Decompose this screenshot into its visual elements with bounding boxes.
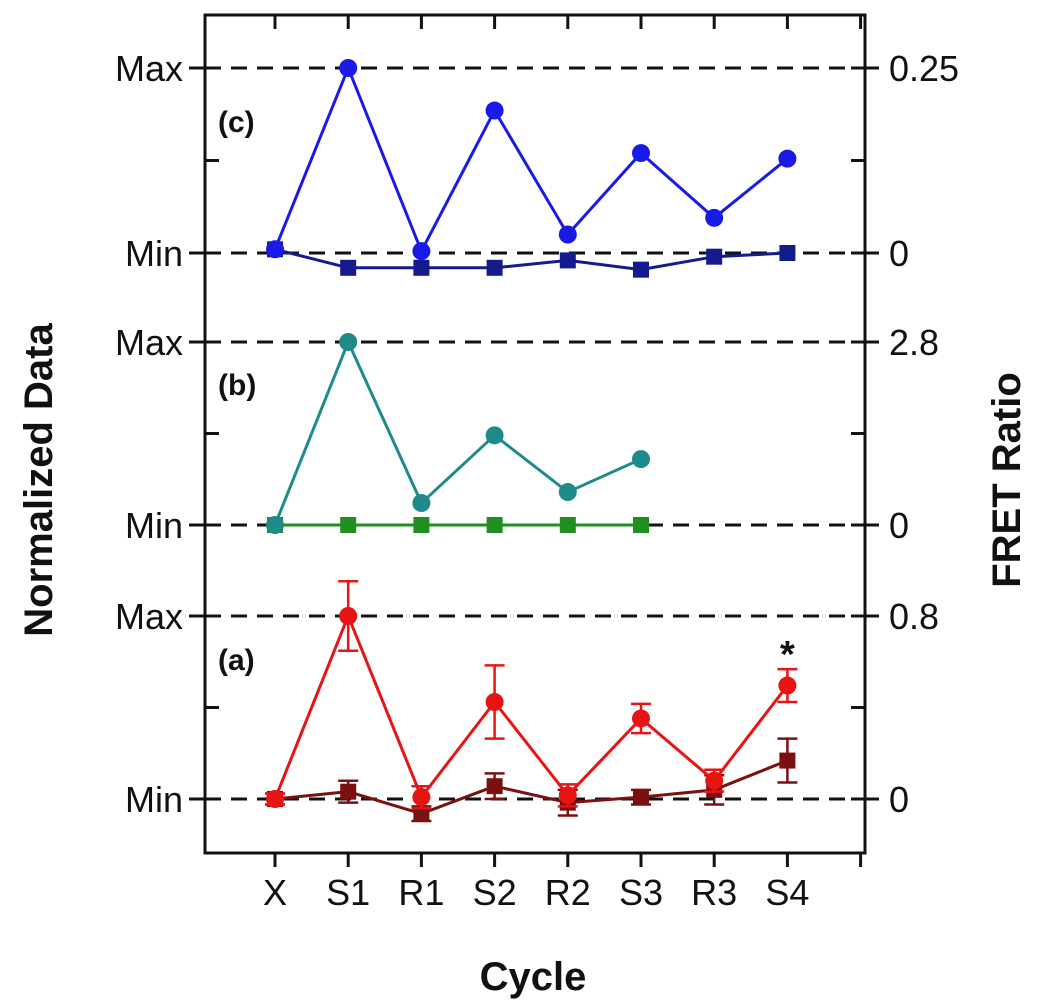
y-tick-label-left: Max bbox=[115, 322, 183, 363]
data-point-square bbox=[340, 259, 357, 276]
x-tick-label: R3 bbox=[691, 872, 737, 913]
data-point-square bbox=[559, 252, 576, 269]
data-point-circle bbox=[558, 225, 577, 244]
y-tick-label-right: 0.25 bbox=[889, 48, 959, 89]
data-point-square bbox=[779, 245, 796, 261]
data-point-square bbox=[486, 259, 503, 276]
series-line-circles bbox=[273, 63, 789, 255]
data-point-square bbox=[486, 517, 503, 533]
data-point-circle bbox=[705, 208, 724, 227]
data-point-square bbox=[779, 752, 796, 769]
panel-label: (b) bbox=[218, 369, 256, 402]
data-point-square bbox=[413, 259, 430, 276]
series-line-squares bbox=[274, 759, 788, 816]
data-point-square bbox=[486, 778, 503, 795]
y-tick-label-left: Min bbox=[125, 505, 183, 546]
data-point-square bbox=[633, 517, 649, 533]
data-point-circle bbox=[412, 494, 431, 513]
y-tick-label-left: Max bbox=[115, 596, 183, 637]
x-tick-label: R2 bbox=[545, 872, 591, 913]
y-axis-title-left: Normalized Data bbox=[17, 323, 61, 637]
series-line-circles bbox=[273, 338, 642, 526]
data-point-circle bbox=[485, 101, 504, 120]
data-point-circle bbox=[266, 516, 284, 534]
y-tick-label-left: Min bbox=[125, 779, 183, 820]
data-point-square bbox=[340, 517, 357, 533]
data-point-circle bbox=[632, 450, 650, 469]
data-point-square bbox=[559, 517, 576, 533]
data-point-circle bbox=[339, 59, 358, 77]
data-point-circle bbox=[632, 144, 650, 163]
data-point-square bbox=[633, 789, 649, 806]
data-point-circle bbox=[778, 676, 797, 695]
x-tick-label: X bbox=[263, 872, 287, 913]
x-tick-label: S1 bbox=[326, 872, 370, 913]
y-tick-label-right: 0 bbox=[889, 505, 909, 546]
data-point-square bbox=[340, 783, 357, 800]
panel-label: (a) bbox=[218, 644, 255, 677]
data-point-circle bbox=[339, 333, 358, 351]
y-tick-label-right: 2.8 bbox=[889, 322, 939, 363]
data-point-circle bbox=[558, 483, 577, 502]
data-point-circle bbox=[558, 786, 577, 805]
y-tick-label-right: 0 bbox=[889, 779, 909, 820]
x-tick-label: R1 bbox=[398, 872, 444, 913]
y-tick-label-left: Max bbox=[115, 48, 183, 89]
data-point-circle bbox=[266, 790, 284, 808]
y-tick-label-right: 0.8 bbox=[889, 596, 939, 637]
x-tick-label: S2 bbox=[473, 872, 517, 913]
data-point-square bbox=[706, 248, 723, 265]
y-tick-label-right: 0 bbox=[889, 233, 909, 274]
data-point-circle bbox=[266, 240, 284, 259]
x-tick-label: S3 bbox=[619, 872, 663, 913]
data-point-circle bbox=[778, 149, 797, 168]
data-point-square bbox=[633, 261, 649, 278]
data-point-circle bbox=[632, 709, 650, 728]
data-point-square bbox=[413, 805, 430, 822]
data-point-circle bbox=[412, 788, 431, 807]
data-point-circle bbox=[485, 426, 504, 445]
data-point-circle bbox=[412, 242, 431, 261]
y-tick-label-left: Min bbox=[125, 233, 183, 274]
data-point-circle bbox=[705, 771, 724, 790]
significance-marker: * bbox=[780, 634, 795, 676]
x-axis-title: Cycle bbox=[480, 955, 587, 999]
panel-label: (c) bbox=[218, 106, 255, 139]
y-axis-title-right: FRET Ratio bbox=[985, 372, 1029, 588]
data-point-square bbox=[413, 517, 430, 533]
data-point-circle bbox=[339, 607, 358, 625]
data-point-circle bbox=[485, 693, 504, 712]
x-tick-label: S4 bbox=[765, 872, 809, 913]
series-line-squares bbox=[274, 247, 788, 272]
series-line-circles bbox=[273, 611, 789, 801]
